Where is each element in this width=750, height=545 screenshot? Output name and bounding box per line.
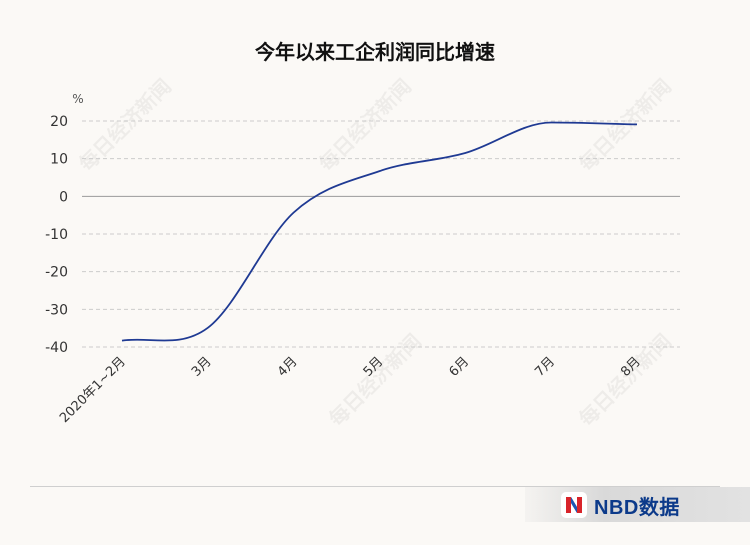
y-tick-label: -30 — [45, 302, 68, 318]
y-axis-label: % — [72, 92, 83, 106]
watermark-text: 每日经济新闻 — [314, 74, 416, 176]
y-tick-label: 10 — [50, 152, 68, 168]
x-tick-label: 3月 — [189, 354, 215, 380]
chart-title: 今年以来工企利润同比增速 — [255, 40, 495, 64]
y-tick-label: 20 — [50, 114, 68, 130]
x-tick-label: 2020年1~2月 — [57, 354, 129, 426]
watermark-text: 每日经济新闻 — [324, 329, 426, 431]
y-tick-label: -10 — [45, 227, 68, 243]
grid-lines — [82, 120, 680, 348]
series-line — [121, 121, 638, 342]
watermark-text: 每日经济新闻 — [574, 74, 676, 176]
x-tick-label: 4月 — [275, 354, 301, 380]
y-tick-label: 0 — [59, 189, 68, 205]
y-tick-label: -40 — [45, 340, 68, 356]
watermark-text: 每日经济新闻 — [574, 329, 676, 431]
footer-divider — [30, 486, 720, 487]
brand-name: NBD数据 — [594, 496, 680, 519]
x-tick-label: 6月 — [447, 354, 473, 380]
y-tick-label: -20 — [45, 265, 68, 281]
brand-logo: NBD数据 — [560, 488, 680, 522]
nbd-logo-icon — [561, 492, 587, 518]
y-tick-labels: 20 10 0 -10 -20 -30 -40 — [45, 114, 68, 356]
x-tick-label: 7月 — [532, 354, 558, 380]
watermark-text: 每日经济新闻 — [74, 74, 176, 176]
